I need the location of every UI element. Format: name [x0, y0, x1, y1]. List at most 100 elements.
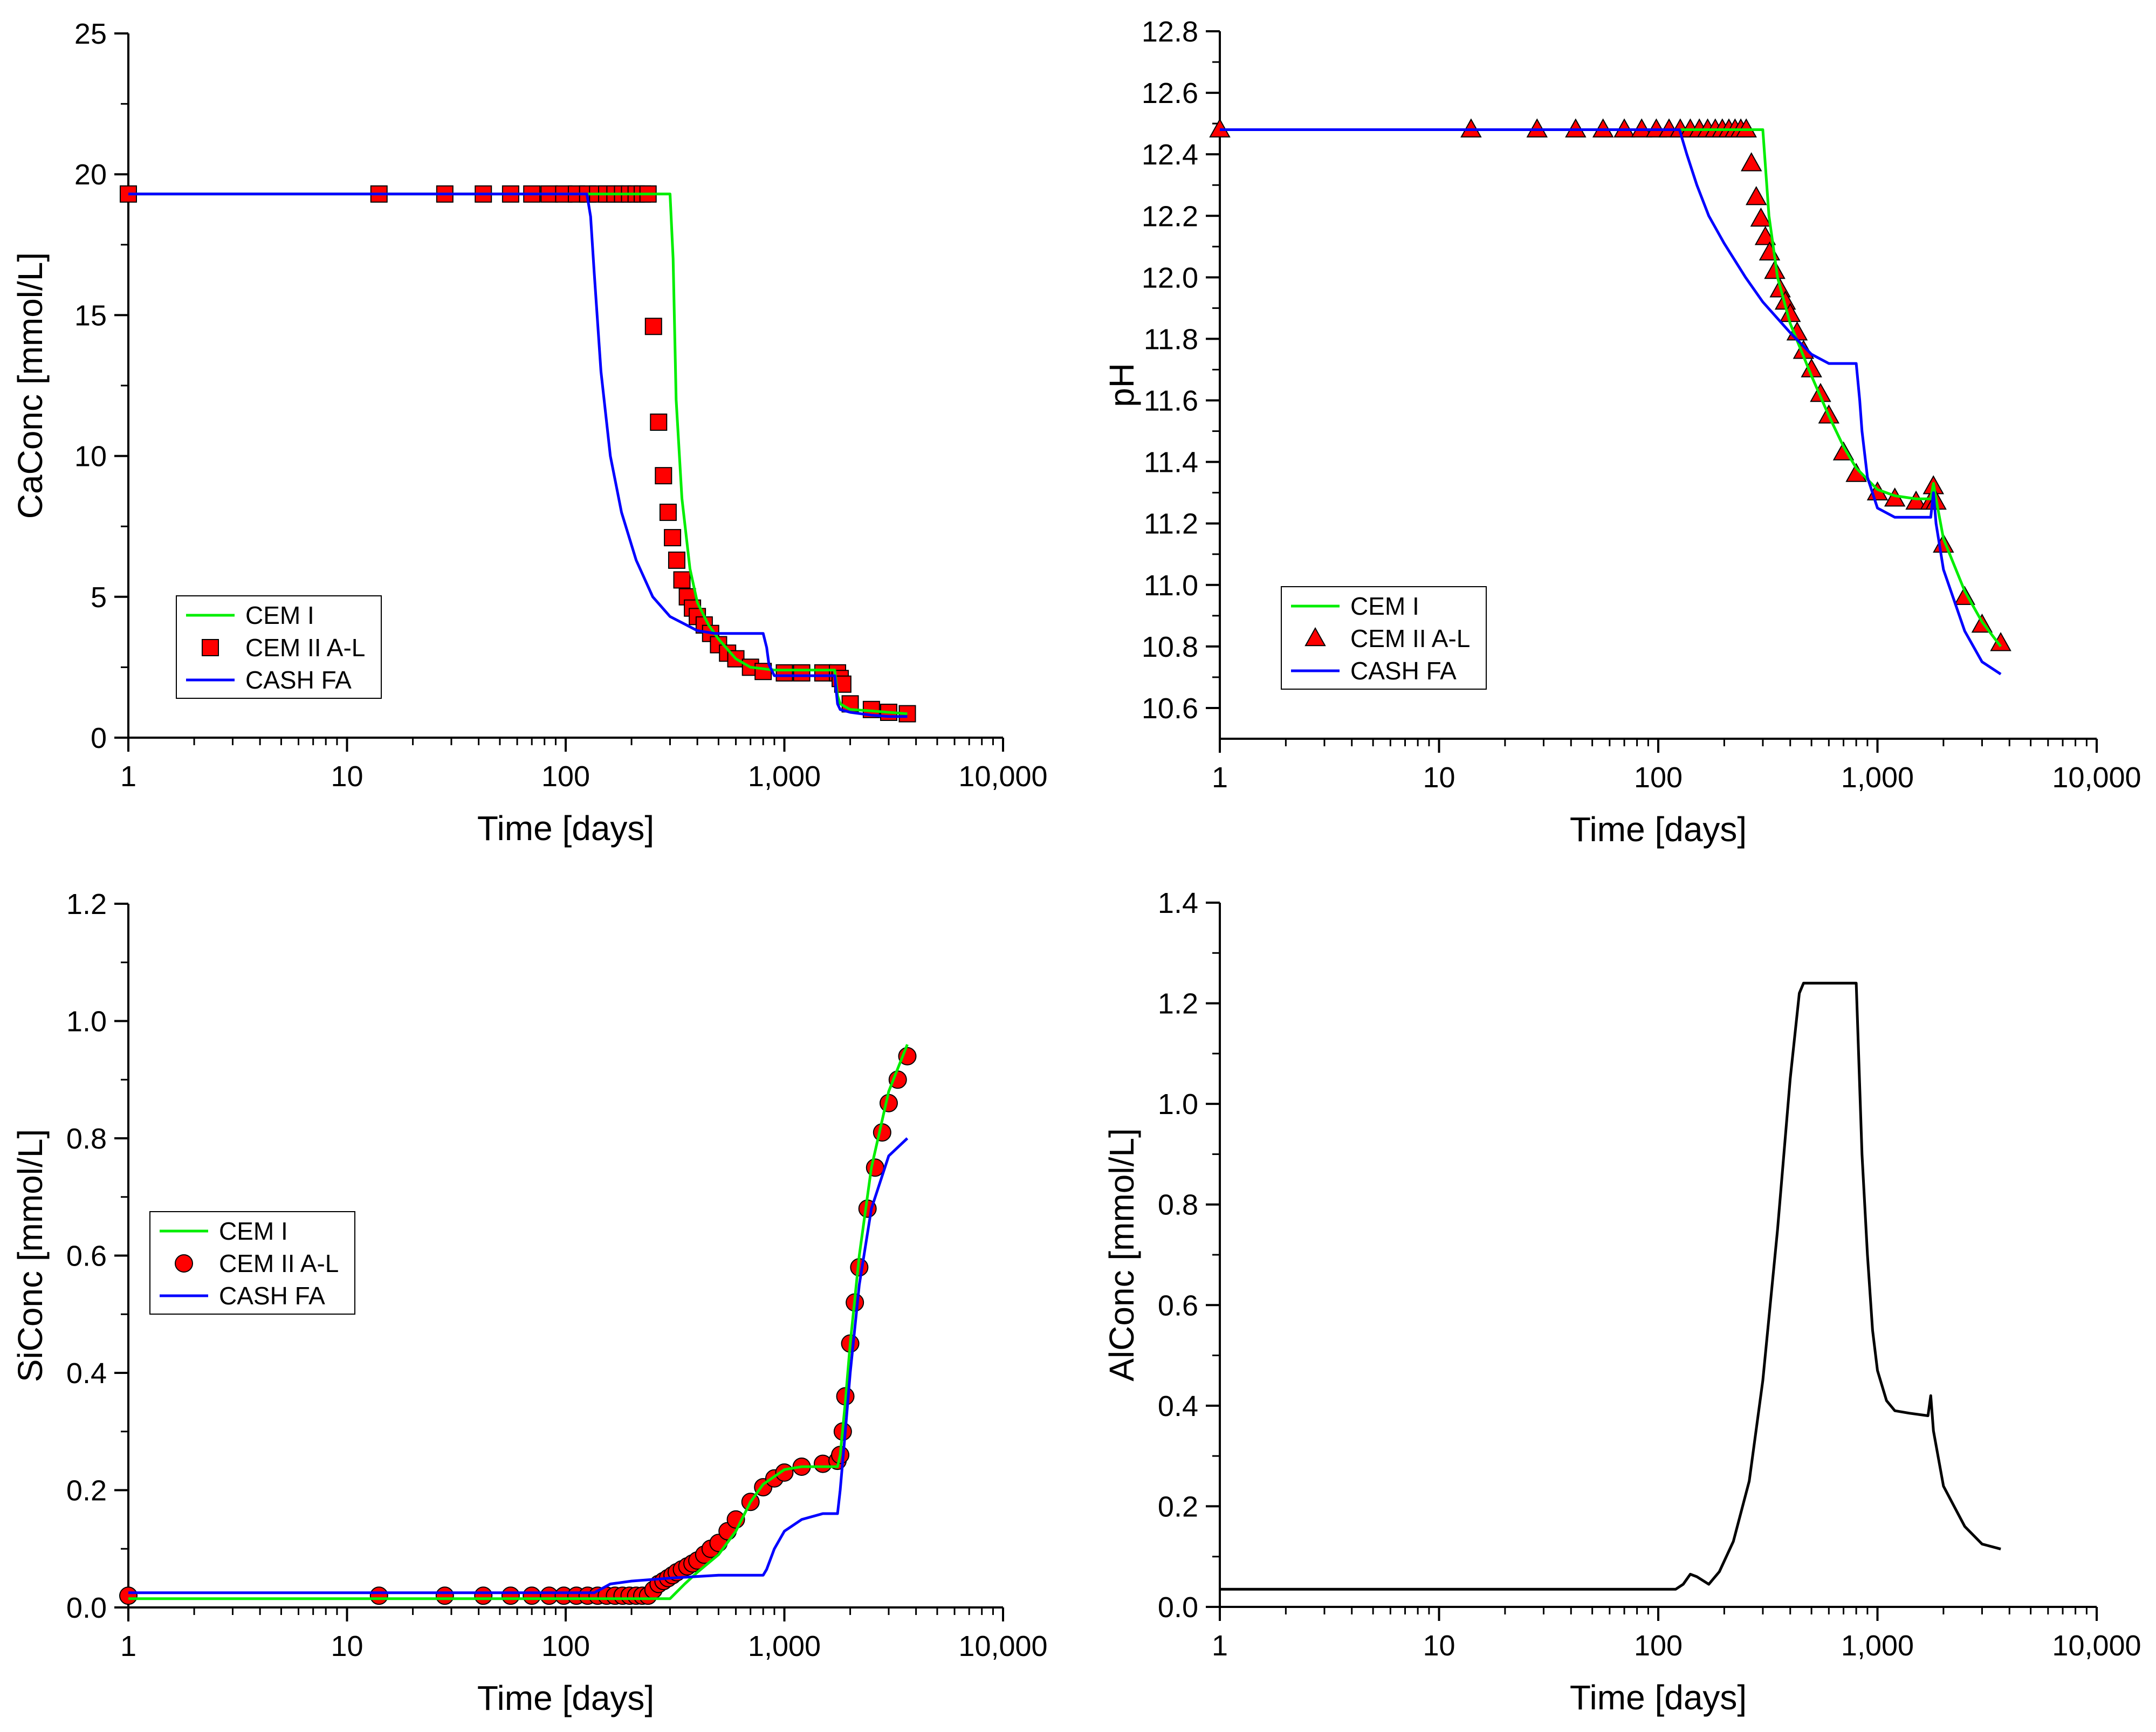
al-conc-chart: 1 10 100 1,000 10,000 0.0 0.2 0.4 0.6 0.8 1.0 1.2 1.… [1102, 887, 2141, 1717]
cem-ii-a-l-point [775, 664, 793, 682]
y-tick-label: 0.2 [66, 1475, 107, 1507]
y-tick-label: 20 [74, 159, 107, 191]
x-tick-label: 100 [1634, 761, 1683, 794]
x-tick-label: 1,000 [1841, 761, 1914, 794]
y-tick-label: 0.0 [66, 1592, 107, 1624]
legend-label: CASH FA [245, 666, 352, 694]
cem-ii-a-l-point [501, 1586, 520, 1605]
legend-label: CEM II A-L [1350, 624, 1470, 652]
y-tick-label: 12.6 [1142, 77, 1198, 109]
y-tick-label: 5 [91, 581, 107, 614]
legend-label: CASH FA [219, 1282, 325, 1310]
y-tick-label: 11.8 [1144, 323, 1198, 355]
cem-ii-a-l-point [644, 318, 662, 335]
cem-ii-a-l-point [1764, 259, 1786, 279]
cem-ii-a-l-point [119, 1586, 138, 1605]
y-tick-label: 1.2 [66, 888, 107, 920]
y-tick-label: 0.0 [1158, 1591, 1198, 1624]
y-tick-label: 1.4 [1158, 887, 1198, 919]
x-tick-label: 10,000 [958, 760, 1047, 793]
legend-swatch-marker [202, 639, 219, 656]
cash-fa-line [128, 1137, 909, 1594]
x-tick-label: 10 [1423, 1630, 1455, 1662]
cem-ii-a-l-point [1810, 383, 1831, 402]
y-tick-label: 25 [74, 18, 107, 50]
ca-conc-chart: 1 10 100 1,000 10,000 0 5 10 15 20 25 Time [days] Ca… [11, 18, 1048, 848]
x-tick-label: 1 [120, 1630, 136, 1662]
cem-ii-a-l-point [1526, 118, 1548, 138]
y-tick-label: 11.2 [1144, 508, 1198, 540]
cem-ii-a-l-point [655, 467, 672, 485]
x-tick-label: 1,000 [748, 760, 821, 793]
x-axis-title: Time [days] [477, 809, 654, 848]
y-tick-label: 1.0 [1158, 1088, 1198, 1121]
x-tick-label: 100 [1634, 1630, 1683, 1662]
x-tick-label: 100 [541, 1630, 590, 1662]
cem-ii-a-l-point [814, 664, 832, 682]
cem-ii-a-l-point [673, 571, 691, 589]
y-tick-label: 0.8 [1158, 1189, 1198, 1221]
cem-ii-a-l-point [1905, 490, 1927, 510]
y-tick-label: 1.2 [1158, 988, 1198, 1020]
x-tick-label: 10 [331, 760, 363, 793]
y-tick-label: 0.4 [66, 1357, 107, 1390]
cash-fa-line [128, 193, 908, 718]
x-tick-label: 10 [331, 1630, 363, 1662]
x-tick-label: 10,000 [2052, 761, 2141, 794]
cem-ii-a-l-point [1735, 118, 1757, 138]
x-tick-label: 1,000 [1841, 1630, 1914, 1662]
x-tick-label: 1 [120, 760, 136, 793]
y-axis-title: CaConc [mmol/L] [11, 252, 50, 519]
y-tick-label: 12.0 [1142, 262, 1198, 294]
cem-ii-a-l-point [1746, 185, 1767, 205]
cem-ii-a-l-point [435, 1586, 454, 1605]
cem-ii-a-l-point [793, 664, 811, 682]
cem-ii-a-l-point [866, 1158, 884, 1177]
legend-label: CASH FA [1350, 657, 1457, 685]
cem-ii-a-l-point [1759, 241, 1781, 261]
y-tick-label: 10.8 [1142, 631, 1198, 663]
x-tick-label: 1 [1212, 1630, 1228, 1662]
cem-ii-a-l-point [1565, 118, 1587, 138]
si-conc-legend: CEM I CEM II A-L CASH FA [149, 1211, 355, 1315]
legend-swatch-marker [1304, 627, 1326, 647]
y-tick-label: 0.6 [66, 1240, 107, 1273]
cem-ii-a-l-point [668, 551, 685, 569]
cem-i-line [1220, 128, 2002, 648]
y-tick-label: 0.2 [1158, 1490, 1198, 1523]
y-tick-label: 10 [74, 441, 107, 473]
cash-fa-line [1220, 128, 2002, 676]
cem-ii-a-l-point [1740, 152, 1762, 171]
y-tick-label: 12.4 [1142, 139, 1198, 171]
cem-ii-a-l-point [664, 529, 682, 547]
cem-i-line [128, 193, 908, 716]
y-tick-label: 11.6 [1144, 385, 1198, 417]
x-axis-title: Time [days] [1570, 1678, 1747, 1717]
y-tick-label: 0.6 [1158, 1289, 1198, 1322]
cem-ii-a-l-point [1750, 207, 1772, 227]
x-tick-label: 100 [541, 760, 590, 793]
ph-legend: CEM I CEM II A-L CASH FA [1281, 586, 1487, 690]
x-tick-label: 1 [1212, 761, 1228, 794]
cem-ii-a-l-markers [120, 185, 916, 723]
cem-i-line [128, 1044, 909, 1600]
y-tick-label: 12.8 [1142, 16, 1198, 48]
x-tick-label: 10,000 [2052, 1630, 2141, 1662]
cem-ii-a-l-point [659, 504, 677, 521]
cem-ii-a-l-point [1209, 118, 1231, 138]
legend-label: CEM I [245, 601, 314, 629]
cem-ii-a-l-point [1631, 118, 1652, 138]
y-axis-title: AlConc [mmol/L] [1102, 1128, 1141, 1381]
y-tick-label: 0.4 [1158, 1390, 1198, 1422]
cem-ii-a-l-point [650, 413, 668, 431]
cem-ii-a-l-point [369, 1586, 388, 1605]
ca-conc-legend: CEM I CEM II A-L CASH FA [176, 595, 382, 699]
cem-ii-a-l-point [523, 1586, 541, 1605]
x-tick-label: 10,000 [958, 1630, 1047, 1662]
y-tick-label: 15 [74, 299, 107, 332]
y-tick-label: 12.2 [1142, 200, 1198, 232]
x-axis-title: Time [days] [1570, 810, 1747, 849]
legend-label: CEM I [1350, 592, 1419, 620]
y-axis-title: pH [1102, 363, 1141, 407]
